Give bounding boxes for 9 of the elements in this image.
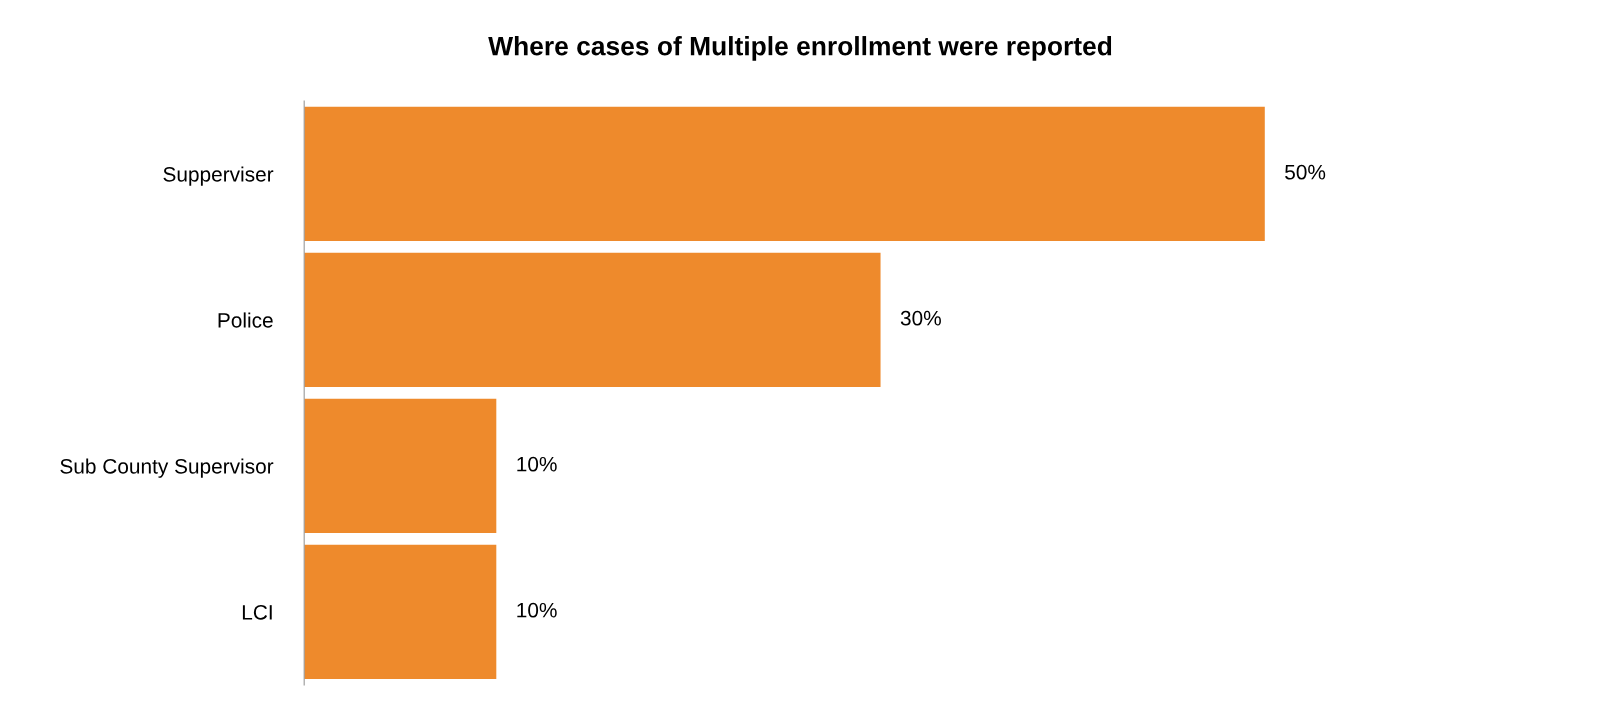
chart-title: Where cases of Multiple enrollment were reported (488, 36, 1112, 61)
y-tick-label: Supperviser (163, 166, 274, 186)
y-tick-label: LCI (242, 604, 272, 620)
y-tick-label: Sub County Supervisor (60, 458, 274, 478)
y-tick-label: Police (218, 312, 273, 328)
data-label: 10% (517, 602, 557, 618)
data-label: 30% (900, 310, 941, 326)
data-label: 50% (1285, 164, 1326, 180)
data-label: 10% (517, 456, 557, 472)
